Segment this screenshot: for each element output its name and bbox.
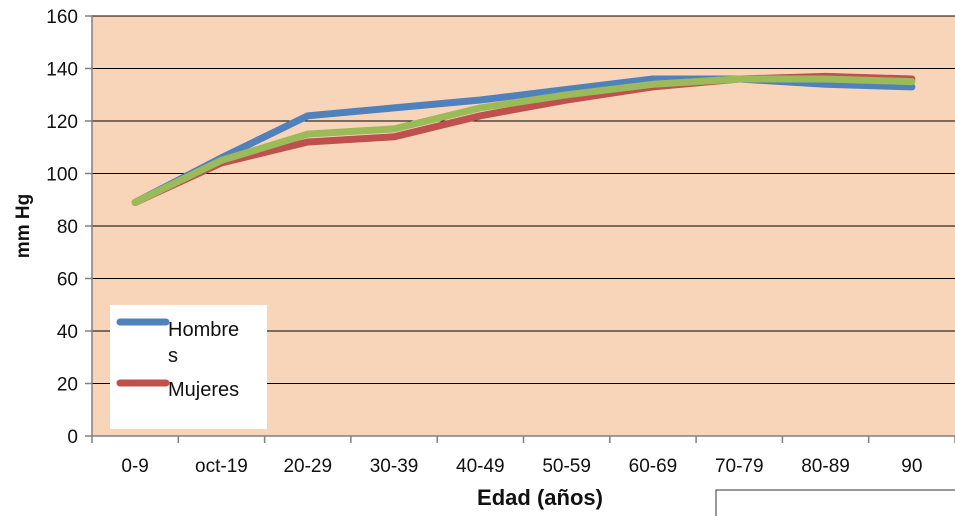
y-tick-label: 40 (57, 322, 78, 343)
x-tick-label: 0-9 (121, 456, 148, 477)
series-lines (131, 72, 916, 206)
legend-label-hombres-wrap: s (168, 345, 178, 367)
y-tick-label: 140 (46, 60, 78, 81)
x-tick-label: 50-59 (542, 456, 591, 477)
y-tick-label: 20 (57, 375, 78, 396)
x-axis-ticks: 0-9 oct-19 20-29 30-39 40-49 50-59 60-69 70-79 8… (91, 436, 955, 477)
y-tick-label: 60 (57, 270, 78, 291)
x-tick-label: oct-19 (195, 456, 248, 477)
x-axis-title: Edad (años) (477, 485, 603, 510)
y-axis-ticks: 0 20 40 60 80 100 120 140 160 (46, 7, 92, 448)
x-tick-label: 70-79 (715, 456, 764, 477)
y-tick-label: 100 (46, 165, 78, 186)
series-line-3 (131, 75, 916, 206)
x-tick-label: 80-89 (801, 456, 850, 477)
x-tick-label: 60-69 (629, 456, 678, 477)
legend-box (110, 305, 267, 429)
y-tick-label: 160 (46, 7, 78, 28)
y-axis-title: mm Hg (13, 194, 34, 258)
x-tick-label: 90 (901, 456, 922, 477)
corner-box (715, 489, 955, 516)
legend: Hombre s Mujeres (110, 305, 267, 429)
x-tick-label: 40-49 (456, 456, 505, 477)
x-tick-label: 30-39 (370, 456, 419, 477)
legend-label-hombres: Hombre (168, 319, 239, 341)
x-tick-label: 20-29 (283, 456, 332, 477)
y-tick-label: 120 (46, 112, 78, 133)
y-tick-label: 0 (67, 427, 78, 448)
legend-label-mujeres: Mujeres (168, 379, 239, 401)
y-tick-label: 80 (57, 217, 78, 238)
